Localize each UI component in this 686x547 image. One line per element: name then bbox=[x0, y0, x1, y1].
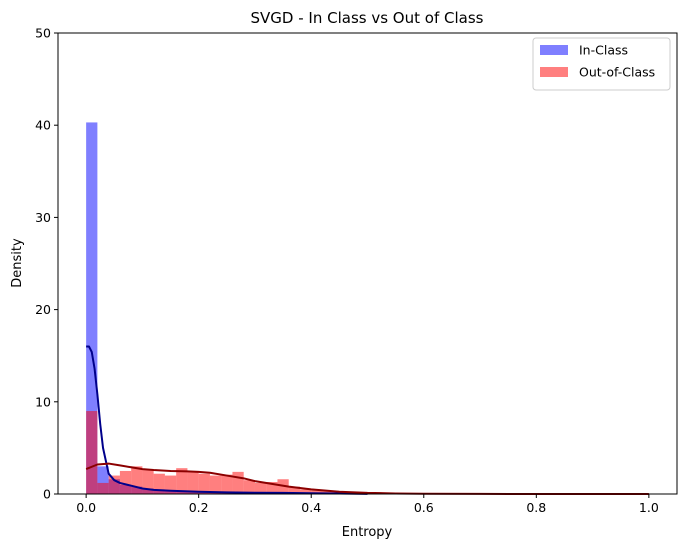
bar-out-of-class-15 bbox=[254, 482, 267, 494]
bar-out-of-class-11 bbox=[209, 475, 222, 494]
bar-out-of-class-16 bbox=[266, 482, 278, 494]
bar-out-of-class-1 bbox=[97, 482, 109, 494]
y-tick-label-0: 0 bbox=[43, 487, 51, 502]
x-axis-label: Entropy bbox=[342, 525, 393, 540]
y-axis-label: Density bbox=[10, 238, 25, 288]
bar-out-of-class-0 bbox=[86, 411, 98, 494]
bar-out-of-class-8 bbox=[176, 468, 188, 494]
plot-frame bbox=[57, 32, 678, 495]
y-tick-label-2: 20 bbox=[35, 302, 51, 317]
bar-out-of-class-19 bbox=[299, 489, 312, 494]
bar-out-of-class-6 bbox=[153, 473, 165, 494]
x-tick-label-5: 1.0 bbox=[639, 500, 659, 515]
bar-out-of-class-4 bbox=[131, 466, 143, 494]
x-tick-label-0: 0.0 bbox=[76, 500, 96, 515]
bar-in-class-1 bbox=[97, 466, 109, 494]
legend-swatch-0 bbox=[540, 45, 568, 55]
bar-out-of-class-13 bbox=[232, 471, 244, 494]
bar-out-of-class-14 bbox=[243, 480, 255, 494]
bar-in-class-0 bbox=[86, 122, 98, 495]
legend-swatch-1 bbox=[540, 67, 568, 77]
bar-out-of-class-2 bbox=[108, 475, 120, 494]
x-tick-label-1: 0.2 bbox=[189, 500, 209, 515]
legend-label-0: In-Class bbox=[579, 43, 628, 58]
legend-label-1: Out-of-Class bbox=[579, 65, 655, 80]
y-axis-ticks: 0 10 20 30 40 50 bbox=[35, 26, 58, 502]
kde-lines bbox=[85, 345, 649, 495]
y-tick-label-1: 10 bbox=[35, 394, 51, 409]
legend: In-Class Out-of-Class bbox=[532, 37, 671, 91]
chart-title: SVGD - In Class vs Out of Class bbox=[251, 9, 484, 27]
y-tick-label-5: 50 bbox=[35, 26, 51, 41]
kde-line-2 bbox=[86, 345, 368, 495]
x-tick-label-3: 0.6 bbox=[414, 500, 434, 515]
bar-out-of-class-9 bbox=[187, 471, 199, 494]
bar-out-of-class-18 bbox=[288, 486, 300, 494]
bar-out-of-class-10 bbox=[198, 473, 210, 494]
y-tick-label-3: 30 bbox=[35, 210, 51, 225]
bar-out-of-class-5 bbox=[142, 470, 154, 494]
x-axis-ticks: 0.0 0.2 0.4 0.6 0.8 1.0 bbox=[76, 494, 659, 515]
x-tick-label-4: 0.8 bbox=[526, 500, 546, 515]
bar-out-of-class-20 bbox=[311, 490, 323, 494]
bar-out-of-class-7 bbox=[164, 475, 177, 494]
bar-out-of-class-3 bbox=[119, 470, 132, 494]
bar-out-of-class-12 bbox=[221, 474, 233, 494]
histogram-bars bbox=[86, 122, 379, 495]
x-tick-label-2: 0.4 bbox=[301, 500, 321, 515]
y-tick-label-4: 40 bbox=[35, 118, 51, 133]
